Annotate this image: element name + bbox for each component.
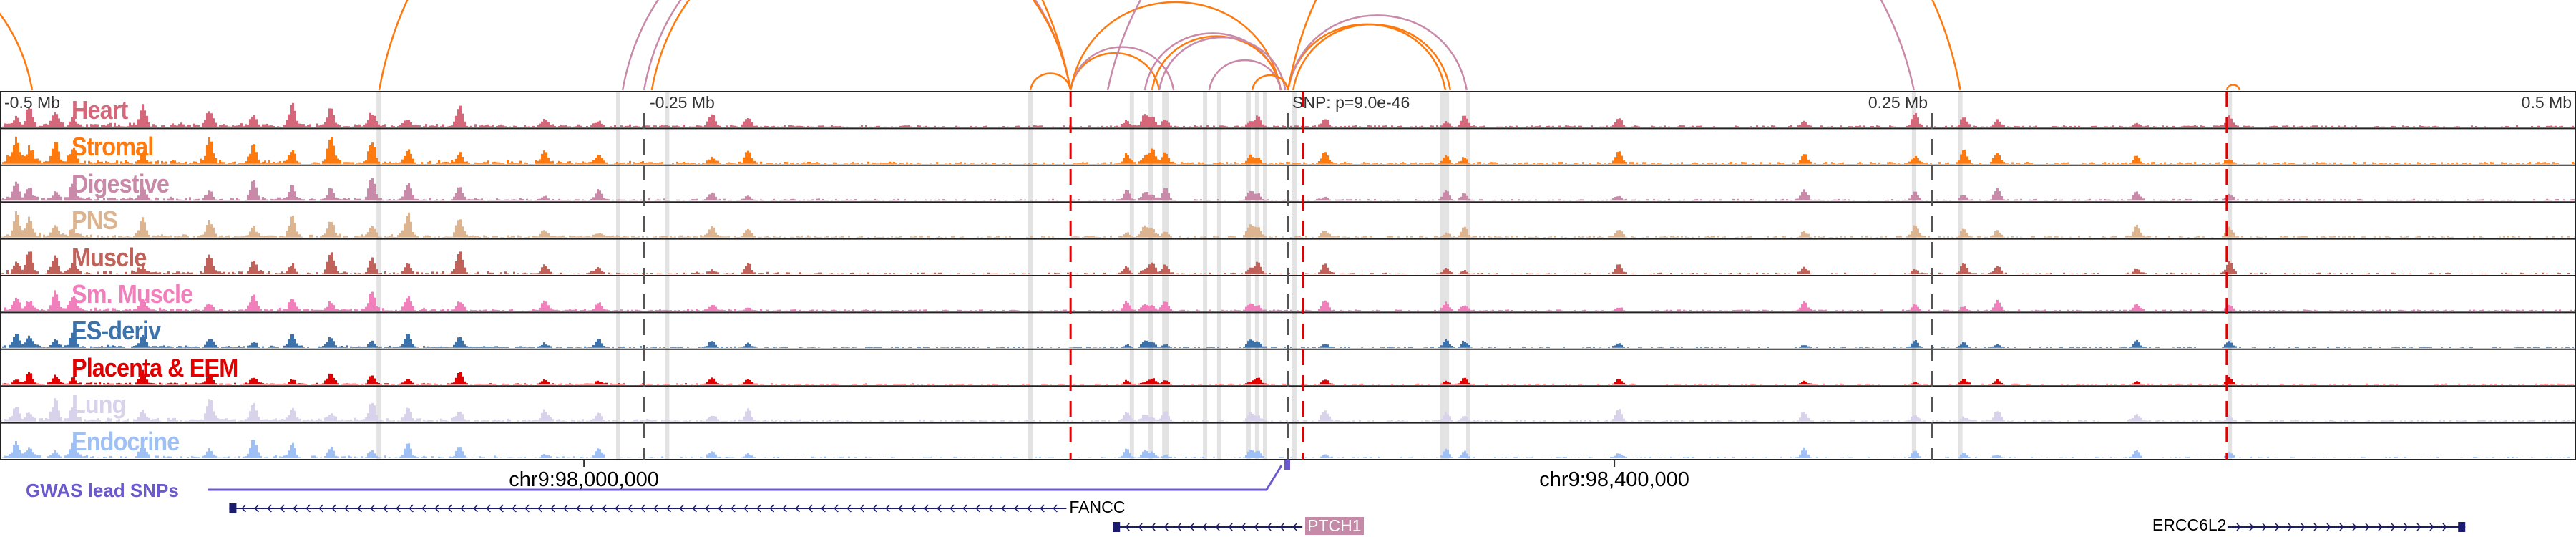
snp-label: SNP: p=9.0e-46: [1292, 93, 1410, 112]
marker-lines: [643, 92, 2228, 460]
axis-label-minus-0.25mb: -0.25 Mb: [650, 93, 715, 112]
signal-heart: [2, 102, 2574, 127]
track-label-placenta-eem: Placenta & EEM: [72, 352, 238, 382]
signal-tracks: [0, 102, 2576, 458]
loop-arc: [1106, 0, 1916, 91]
loop-arc: [650, 0, 1072, 91]
track-label-sm-muscle: Sm. Muscle: [72, 279, 193, 309]
signal-stromal: [2, 136, 2576, 164]
gwas-track: [208, 460, 1290, 491]
strand-arrows: [1125, 523, 1297, 531]
loop-arc: [1287, 0, 1961, 91]
gene-label-ptch1[interactable]: PTCH1: [1305, 517, 1364, 535]
strand-arrows: [2236, 523, 2447, 531]
gwas-link: [208, 465, 1283, 491]
track-label-stromal: Stromal: [72, 132, 154, 162]
loop-arc: [621, 0, 1072, 91]
signal-lung: [0, 398, 2576, 422]
loop-arc: [1287, 14, 1468, 91]
gwas-track-label: GWAS lead SNPs: [26, 480, 179, 501]
loop-arc: [1208, 59, 1282, 91]
signal-endocrine: [2, 440, 2576, 458]
loop-arc: [1151, 35, 1282, 91]
gene-exon: [2458, 522, 2466, 532]
chromatin-loops: [0, 0, 2241, 91]
gwas-snp-marker[interactable]: [1284, 460, 1290, 470]
gene-label-ercc6l2[interactable]: ERCC6L2: [2152, 516, 2227, 534]
coordinate-label: chr9:98,400,000: [1539, 468, 1689, 491]
loop-arc: [2225, 84, 2241, 91]
axis-label-0.5mb: 0.5 Mb: [2521, 93, 2572, 112]
track-label-pns: PNS: [72, 205, 118, 236]
track-label-es-deriv: ES-deriv: [72, 316, 161, 346]
signal-pns: [0, 211, 2576, 238]
gene-models: [229, 503, 2466, 532]
track-label-lung: Lung: [72, 390, 126, 420]
signal-sm-muscle: [4, 290, 2576, 311]
axis-label-minus-0.5mb: -0.5 Mb: [4, 93, 60, 112]
coordinate-label: chr9:98,000,000: [509, 468, 659, 491]
loop-arc: [1292, 23, 1452, 91]
loop-arc: [1029, 72, 1072, 91]
loop-arc: [0, 12, 34, 91]
loop-arc: [1251, 74, 1289, 91]
axis-label-0.25mb: 0.25 Mb: [1868, 93, 1928, 112]
gene-exon: [1113, 522, 1121, 532]
signal-digestive: [0, 178, 2576, 201]
loop-arc: [1287, 23, 1447, 91]
track-label-digestive: Digestive: [72, 168, 170, 198]
track-label-muscle: Muscle: [72, 242, 147, 272]
signal-placenta-eem: [2, 369, 2574, 385]
gene-label-fancc[interactable]: FANCC: [1069, 498, 1126, 516]
signal-muscle: [0, 251, 2576, 274]
loop-arc: [1158, 37, 1287, 91]
loop-arc: [378, 0, 1072, 91]
loop-arc: [643, 0, 1072, 91]
strand-arrows: [241, 504, 1058, 513]
track-label-heart: Heart: [72, 95, 128, 125]
loop-arc: [1069, 1, 1282, 91]
gene-exon: [229, 503, 237, 513]
track-label-endocrine: Endocrine: [72, 426, 180, 456]
